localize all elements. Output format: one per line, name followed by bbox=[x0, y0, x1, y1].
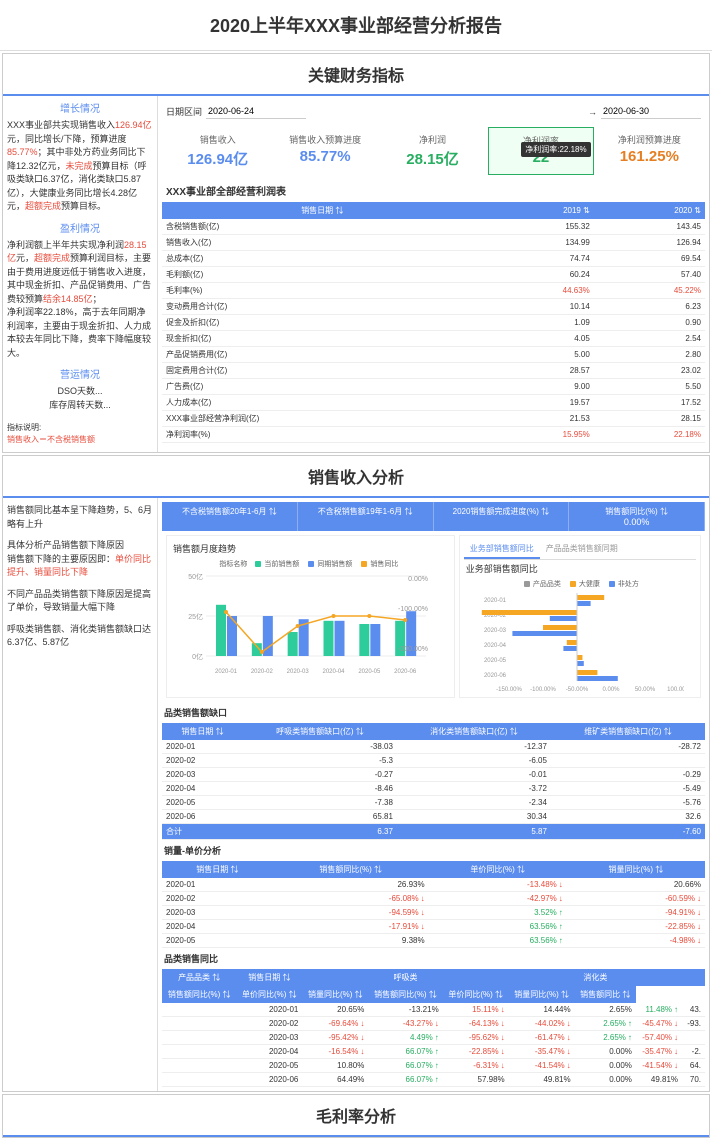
kpi-card[interactable]: 净利润28.15亿 bbox=[381, 127, 484, 175]
date-from[interactable] bbox=[206, 104, 306, 119]
svg-text:50亿: 50亿 bbox=[188, 572, 203, 581]
vp-table: 销售日期 ⇅销售额同比(%) ⇅单价同比(%) ⇅销量同比(%) ⇅2020-0… bbox=[162, 861, 705, 948]
svg-text:2020-06: 2020-06 bbox=[394, 669, 417, 675]
svg-text:50.00%: 50.00% bbox=[635, 687, 656, 693]
yoy-chart: 业务部销售额同比 产品品类销售额同期 业务部销售额同比 产品品类大健康非处方 2… bbox=[459, 535, 701, 698]
tooltip: 净利润率:22.18% bbox=[521, 142, 590, 157]
left-summary: 增长情况 XXX事业部共实现销售收入126.94亿元，同比增长/下降，预算进度8… bbox=[3, 96, 158, 452]
section-title: 毛利率分析 bbox=[3, 1095, 709, 1137]
yoy-tab-1[interactable]: 业务部销售额同比 bbox=[464, 540, 540, 559]
growth-heading: 增长情况 bbox=[7, 102, 153, 117]
section-margin: 毛利率分析 bbox=[2, 1094, 710, 1138]
section-title: 销售收入分析 bbox=[3, 456, 709, 498]
gap-title: 品类销售额缺口 bbox=[162, 702, 705, 723]
svg-text:2020-05: 2020-05 bbox=[484, 658, 507, 664]
svg-text:2020-04: 2020-04 bbox=[322, 669, 345, 675]
vp-title: 销量-单价分析 bbox=[162, 840, 705, 861]
svg-text:0.00%: 0.00% bbox=[408, 576, 428, 583]
svg-text:2020-03: 2020-03 bbox=[484, 628, 507, 634]
svg-text:0.00%: 0.00% bbox=[602, 687, 620, 693]
left-summary-2: 销售额同比基本呈下降趋势，5、6月略有上升 具体分析产品销售额下降原因 销售额下… bbox=[3, 498, 158, 1091]
kpi-card[interactable]: 销售收入126.94亿 bbox=[166, 127, 269, 175]
svg-text:2020-05: 2020-05 bbox=[358, 669, 381, 675]
sales-tab[interactable]: 不含税销售额19年1-6月 ⇅ bbox=[298, 502, 434, 531]
svg-text:2020-06: 2020-06 bbox=[484, 673, 507, 679]
profit-heading: 盈利情况 bbox=[7, 222, 153, 237]
svg-text:0亿: 0亿 bbox=[192, 652, 203, 661]
svg-text:-200.00%: -200.00% bbox=[398, 646, 428, 653]
svg-text:2020-01: 2020-01 bbox=[484, 598, 507, 604]
svg-text:-150.00%: -150.00% bbox=[496, 687, 522, 693]
svg-text:-100.00%: -100.00% bbox=[530, 687, 556, 693]
svg-text:-50.00%: -50.00% bbox=[566, 687, 589, 693]
kpi-card[interactable]: 净利润预算进度161.25% bbox=[598, 127, 701, 175]
gap-table: 销售日期 ⇅呼吸类销售额缺口(亿) ⇅消化类销售额缺口(亿) ⇅维矿类销售额缺口… bbox=[162, 723, 705, 840]
section-kpi: 关键财务指标 增长情况 XXX事业部共实现销售收入126.94亿元，同比增长/下… bbox=[2, 53, 710, 453]
date-range: 日期区间 → bbox=[162, 100, 705, 123]
svg-text:25亿: 25亿 bbox=[188, 612, 203, 621]
page-title: 2020上半年XXX事业部经营分析报告 bbox=[0, 0, 712, 51]
svg-text:-100.00%: -100.00% bbox=[398, 606, 428, 613]
section-sales: 销售收入分析 销售额同比基本呈下降趋势，5、6月略有上升 具体分析产品销售额下降… bbox=[2, 455, 710, 1092]
ops-heading: 营运情况 bbox=[7, 368, 153, 383]
sales-tabs: 不含税销售额20年1-6月 ⇅不含税销售额19年1-6月 ⇅2020销售额完成进… bbox=[162, 502, 705, 531]
svg-text:2020-04: 2020-04 bbox=[484, 643, 507, 649]
svg-text:100.00%: 100.00% bbox=[667, 687, 684, 693]
svg-text:2020-01: 2020-01 bbox=[215, 669, 238, 675]
date-to[interactable] bbox=[601, 104, 701, 119]
pl-table: 销售日期 ⇅2019 ⇅2020 ⇅含税销售额(亿)155.32143.45销售… bbox=[162, 202, 705, 443]
sales-tab[interactable]: 2020销售额完成进度(%) ⇅ bbox=[434, 502, 570, 531]
cat-title: 品类销售同比 bbox=[162, 948, 705, 969]
sales-tab[interactable]: 不含税销售额20年1-6月 ⇅ bbox=[162, 502, 298, 531]
sales-tab[interactable]: 销售额同比(%) ⇅0.00% bbox=[569, 502, 705, 531]
section-title: 关键财务指标 bbox=[3, 54, 709, 96]
kpi-card[interactable]: 销售收入预算进度85.77% bbox=[273, 127, 376, 175]
pl-title: XXX事业部全部经营利润表 bbox=[162, 179, 705, 202]
svg-text:2020-02: 2020-02 bbox=[251, 669, 274, 675]
cat-table: 产品品类 ⇅销售日期 ⇅呼吸类消化类销售额同比(%) ⇅单价同比(%) ⇅销量同… bbox=[162, 969, 705, 1087]
kpi-cards: 销售收入126.94亿销售收入预算进度85.77%净利润28.15亿净利润率22… bbox=[162, 123, 705, 179]
yoy-tab-2[interactable]: 产品品类销售额同期 bbox=[540, 540, 624, 559]
svg-text:2020-03: 2020-03 bbox=[287, 669, 310, 675]
date-label: 日期区间 bbox=[166, 105, 202, 118]
kpi-card[interactable]: 净利润率22净利润率:22.18% bbox=[488, 127, 593, 175]
trend-chart: 销售额月度趋势 指标名称 当前销售额同期销售额销售同比 50亿25亿0亿2020… bbox=[166, 535, 455, 698]
